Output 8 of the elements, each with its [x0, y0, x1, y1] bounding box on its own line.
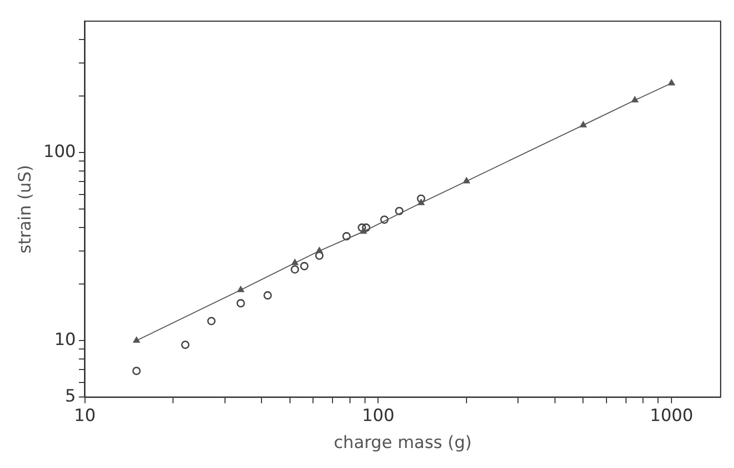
y-axis-title: strain (uS) [16, 164, 36, 254]
x-axis-title: charge mass (g) [334, 433, 472, 454]
x-tick-label: 100 [362, 406, 394, 426]
y-tick-label: 10 [54, 330, 76, 350]
y-tick-label: 5 [65, 386, 76, 407]
y-tick-label: 100 [43, 142, 76, 162]
x-tick-label: 1000 [650, 406, 694, 426]
x-tick-label: 10 [74, 406, 96, 426]
